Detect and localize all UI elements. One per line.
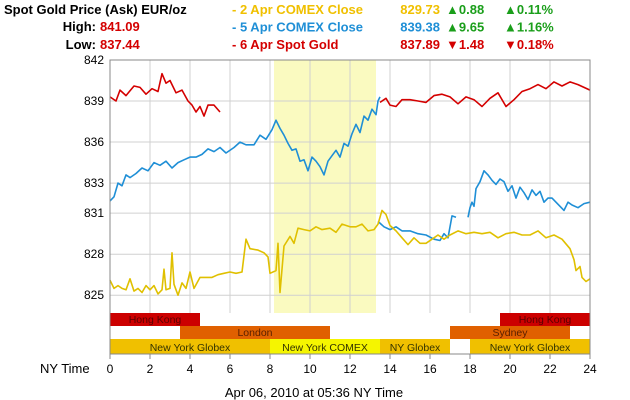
low-label: Low:	[66, 37, 96, 52]
legend-label: - 6 Apr Spot Gold	[232, 37, 338, 52]
x-tick-label: 0	[107, 362, 114, 376]
session-label: Hong Kong	[519, 314, 572, 326]
y-tick-label: 833	[84, 176, 104, 190]
comex-session-highlight	[274, 60, 376, 313]
legend-change: ▼1.48	[446, 37, 484, 52]
low-value: 837.44	[100, 37, 141, 52]
footer-timestamp: Apr 06, 2010 at 05:36 NY Time	[225, 385, 403, 400]
legend-percent: ▼0.18%	[504, 37, 554, 52]
x-tick-label: 6	[227, 362, 234, 376]
legend-percent: ▲1.16%	[504, 20, 554, 35]
legend-change: ▲0.88	[446, 2, 484, 17]
session-bar	[500, 313, 590, 326]
legend-value: 837.89	[400, 37, 440, 52]
legend-change: ▲9.65	[446, 20, 484, 35]
session-label: Hong Kong	[129, 314, 182, 326]
y-tick-label: 825	[84, 288, 104, 302]
market-sessions: Hong Kong Hong Kong London Sydney New York G…	[110, 313, 590, 354]
series-line	[109, 209, 591, 297]
plot-area	[109, 59, 591, 313]
high-value: 841.09	[100, 19, 140, 34]
session-bar	[270, 339, 380, 354]
legend-value: 839.38	[400, 20, 440, 35]
x-tick-label: 22	[543, 362, 557, 376]
x-tick-label: 16	[423, 362, 437, 376]
series-line	[109, 96, 381, 202]
session-bar	[470, 339, 590, 354]
session-bar	[110, 313, 200, 326]
legend-label: - 5 Apr COMEX Close	[232, 20, 363, 35]
series-line	[379, 81, 591, 108]
chart-legend: - 2 Apr COMEX Close 829.73 ▲0.88 ▲0.11% - 5 …	[232, 2, 554, 52]
y-tick-label: 831	[84, 206, 104, 220]
session-label: London	[237, 327, 272, 339]
session-label: New York COMEX	[282, 342, 368, 354]
chart-header: Spot Gold Price (Ask) EUR/oz High: 841.0…	[4, 2, 187, 52]
series-line	[467, 170, 591, 218]
x-tick-label: 24	[583, 362, 597, 376]
legend-value: 829.73	[400, 2, 440, 17]
x-tick-label: 14	[383, 362, 397, 376]
x-tick-label: 12	[343, 362, 357, 376]
chart-title: Spot Gold Price (Ask) EUR/oz	[4, 2, 187, 17]
y-tick-label: 839	[84, 94, 104, 108]
x-tick-label: 18	[463, 362, 477, 376]
session-label: Sydney	[492, 327, 528, 339]
x-tick-label: 4	[187, 362, 194, 376]
session-bar	[380, 339, 450, 354]
session-bar	[110, 339, 270, 354]
session-label: NY Globex	[390, 342, 441, 354]
session-label: New York Globex	[490, 342, 571, 354]
series-line	[109, 72, 221, 117]
x-axis-label: NY Time	[40, 361, 90, 376]
y-tick-label: 842	[84, 53, 104, 67]
legend-percent: ▲0.11%	[504, 2, 553, 17]
session-bar	[450, 326, 570, 339]
y-tick-label: 828	[84, 247, 104, 261]
x-tick-label: 20	[503, 362, 517, 376]
legend-label: - 2 Apr COMEX Close	[232, 2, 363, 17]
x-tick-label: 8	[267, 362, 274, 376]
x-tick-label: 2	[147, 362, 154, 376]
high-label: High:	[63, 19, 96, 34]
session-bar	[180, 326, 330, 339]
x-tick-label: 10	[303, 362, 317, 376]
session-label: New York Globex	[150, 342, 231, 354]
y-tick-label: 836	[84, 135, 104, 149]
